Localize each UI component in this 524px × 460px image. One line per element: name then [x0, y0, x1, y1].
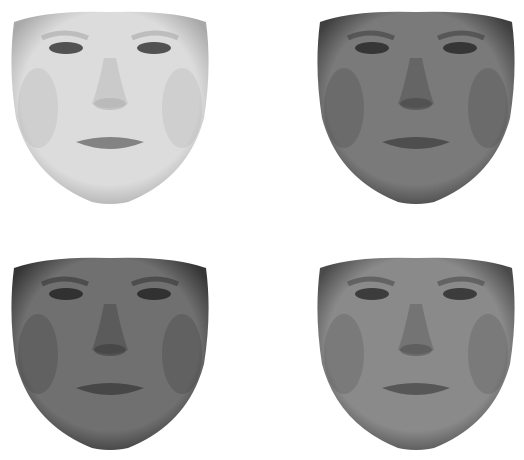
mouth [382, 137, 450, 149]
left-eyebrow [40, 30, 89, 41]
right-cheek-shade [468, 68, 508, 148]
mouth [76, 383, 144, 395]
right-eye [443, 288, 477, 300]
left-cheek-shade [324, 314, 364, 394]
mouth [76, 137, 144, 149]
right-eye [443, 42, 477, 54]
face-image-3 [8, 254, 212, 452]
face-4-drawing [317, 257, 515, 450]
right-eye [137, 42, 171, 54]
nostrils [400, 98, 432, 110]
right-eyebrow [437, 276, 486, 287]
right-cheek-shade [162, 314, 202, 394]
left-eye [49, 42, 83, 54]
right-eye [137, 288, 171, 300]
right-eyebrow [131, 276, 180, 287]
nostrils [94, 98, 126, 110]
left-cheek-shade [18, 68, 58, 148]
left-eyebrow [346, 276, 395, 287]
nostrils [400, 344, 432, 356]
mouth [382, 383, 450, 395]
nose [398, 58, 434, 108]
left-eyebrow [40, 276, 89, 287]
face-1-drawing [11, 11, 209, 205]
left-eye [355, 288, 389, 300]
nostrils [94, 344, 126, 356]
nose [398, 304, 434, 354]
face-image-1 [8, 8, 212, 206]
nose [92, 304, 128, 354]
right-cheek-shade [468, 314, 508, 394]
left-cheek-shade [18, 314, 58, 394]
face-3-drawing [11, 257, 209, 450]
left-eye [49, 288, 83, 300]
face-image-4 [314, 254, 518, 452]
nose [92, 58, 128, 108]
face-image-2 [314, 8, 518, 206]
right-cheek-shade [162, 68, 202, 148]
left-cheek-shade [324, 68, 364, 148]
face-2-drawing [317, 11, 515, 205]
left-eye [355, 42, 389, 54]
right-eyebrow [437, 30, 486, 41]
right-eyebrow [131, 30, 180, 41]
left-eyebrow [346, 30, 395, 41]
